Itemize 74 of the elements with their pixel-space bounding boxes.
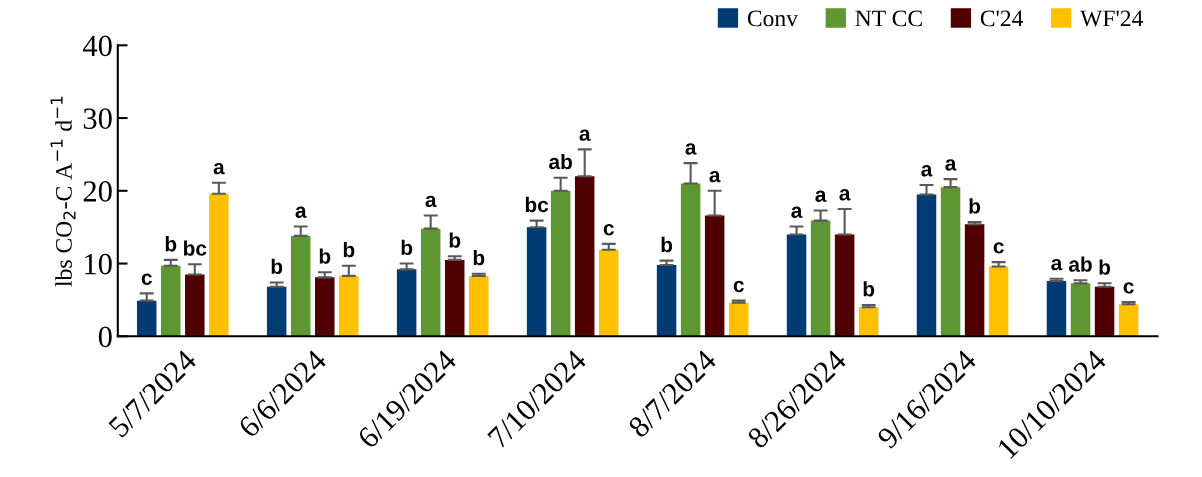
data-label: bc [184,240,207,256]
data-label: a [1051,258,1063,271]
data-label: c [141,273,152,285]
data-label: a [425,195,437,208]
bar [396,269,417,337]
data-label: b [449,232,461,248]
data-label: a [709,170,721,183]
y-axis-title: lbs CO$_{2}$-C A$^{−1}$ d$^{−1}$ [50,96,76,287]
y-tick-label: 40 [82,35,112,57]
data-label: b [473,249,485,266]
bar [209,193,229,337]
bar [1046,281,1067,337]
bar [136,300,157,337]
bar [444,259,465,337]
y-tick-label: 10 [85,253,112,275]
data-label: a [579,129,591,141]
data-label: b [343,241,355,258]
bar [810,220,831,337]
bar [420,228,441,337]
bar [940,187,961,337]
bar [834,234,855,337]
data-label: b [863,281,875,297]
data-label: ab [1068,256,1092,272]
bar [266,286,287,337]
data-label: a [213,162,225,175]
data-label: c [733,280,744,293]
data-label: a [945,159,957,171]
data-label: b [969,198,981,214]
data-label: c [993,242,1004,254]
data-label: b [401,239,413,256]
bar [574,176,595,337]
data-label: a [839,189,851,201]
bar [858,307,879,337]
y-tick-label: 30 [83,108,112,129]
bar [599,249,619,337]
data-label: b [319,248,331,264]
legend-label: NT CC [855,10,922,27]
bar [161,265,181,337]
data-label: bc [525,196,549,213]
bar [786,234,807,337]
bar [1070,283,1091,337]
bar [315,277,335,337]
data-label: b [271,258,283,274]
bar [964,224,985,337]
data-label: a [791,206,803,218]
legend-label: C'24 [980,10,1024,27]
data-label: b [1099,259,1111,275]
data-label: c [1123,282,1134,294]
bar [469,275,489,337]
y-tick-label: 0 [98,326,112,348]
bar [680,183,701,337]
bar [290,235,311,337]
data-label: c [603,224,614,236]
bar [916,194,937,337]
data-label: a [295,206,307,218]
bar [1094,286,1115,337]
data-label: a [815,190,827,202]
bar [550,190,571,337]
bar [988,266,1009,337]
bar [185,274,205,337]
data-label: ab [549,153,572,170]
data-label: a [921,165,933,177]
data-label: a [685,143,697,155]
y-tick-label: 20 [83,181,112,202]
bar [704,215,725,337]
data-label: b [661,236,673,253]
bar [1118,304,1139,337]
bar [656,265,677,337]
legend-label: WF'24 [1080,10,1143,27]
data-label: b [165,236,177,252]
legend-label: Conv [747,10,798,27]
bar [339,275,359,337]
bar [526,227,547,337]
bar [728,302,749,337]
